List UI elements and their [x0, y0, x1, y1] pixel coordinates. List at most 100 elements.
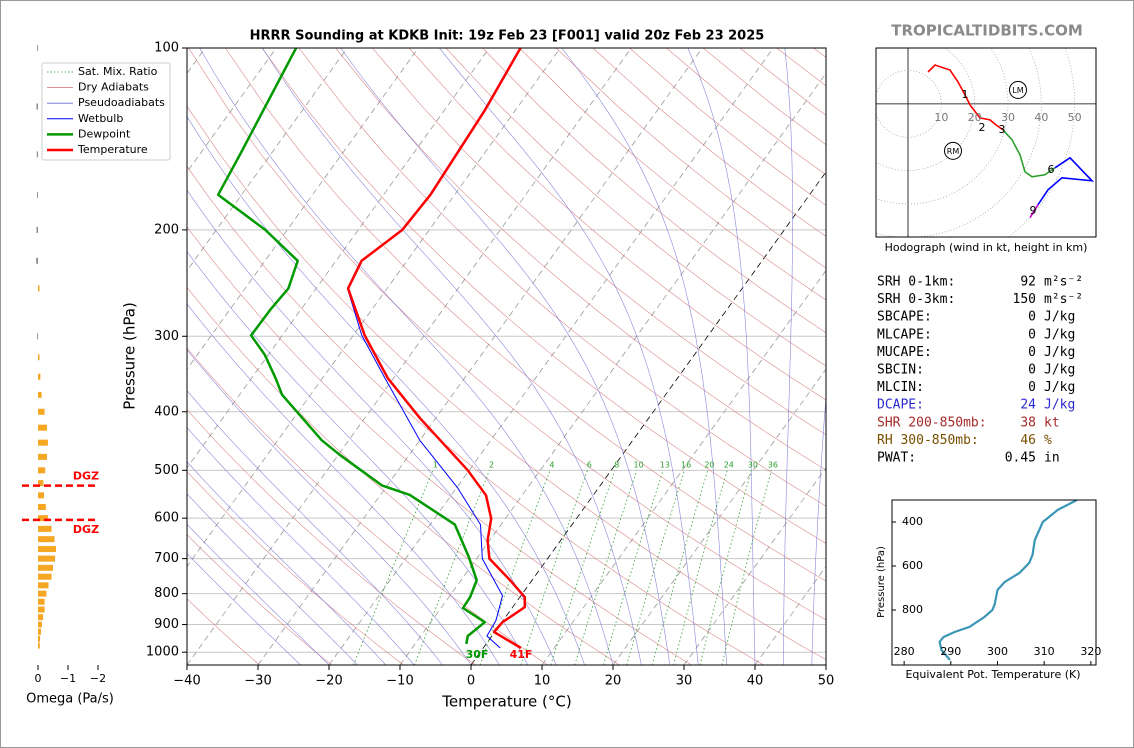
y-tick-label: 700 — [154, 551, 179, 566]
mixing-ratio-label: 10 — [633, 461, 643, 470]
pseudoadiabat — [783, 48, 793, 665]
legend-label: Dewpoint — [78, 127, 131, 140]
hodo-ring-label: 40 — [1034, 111, 1048, 124]
surface-label: 30F — [466, 648, 489, 661]
hodo-ring-label: 10 — [934, 111, 948, 124]
height-label: 6 — [1048, 163, 1055, 176]
stat-label: MUCAPE: — [877, 345, 932, 360]
height-label: 9 — [1030, 204, 1037, 217]
omega-bar — [38, 606, 45, 613]
stat-label: DCAPE: — [877, 398, 924, 413]
dry-adiabat — [372, 48, 826, 436]
isotherm — [399, 72, 826, 665]
profile-line — [216, 48, 487, 645]
hodograph-title: Hodograph (wind in kt, height in km) — [885, 241, 1088, 254]
theta-x-tick-label: 300 — [987, 645, 1008, 658]
omega-bar — [38, 515, 48, 522]
omega-bar — [38, 373, 41, 380]
height-label: 2 — [979, 121, 986, 134]
hodo-trace — [927, 64, 1004, 131]
mixing-ratio-label: 16 — [681, 461, 691, 470]
mixing-ratio-label: 1 — [433, 461, 438, 470]
mixing-ratio-line — [651, 470, 709, 665]
isotherm — [187, 48, 561, 568]
theta-frame — [891, 499, 1097, 666]
hodo-ring-label: 20 — [968, 111, 982, 124]
legend-label: Pseudoadiabats — [78, 96, 165, 109]
x-axis-label: Temperature (°C) — [441, 693, 571, 711]
dry-adiabat — [187, 534, 332, 665]
omega-tick-label: −2 — [90, 672, 106, 685]
omega-tick-label: −1 — [60, 672, 76, 685]
omega-bar — [38, 525, 52, 532]
stat-value: 0 — [1028, 380, 1036, 395]
stat-unit: J/kg — [1044, 380, 1075, 395]
omega-bar — [38, 546, 56, 553]
omega-bar — [38, 467, 46, 474]
x-tick-label: −40 — [173, 674, 200, 689]
omega-bar — [38, 424, 47, 431]
omega-bar — [38, 391, 42, 398]
hodo-ring — [876, 48, 1009, 205]
hodo-ring-label: 50 — [1068, 111, 1082, 124]
storm-motion — [1009, 80, 1027, 99]
dry-adiabat — [187, 409, 476, 665]
watermark: TROPICALTIDBITS.COM — [891, 22, 1083, 40]
omega-bar — [36, 151, 38, 158]
omega-bar — [38, 536, 55, 543]
stat-label: SRH 0-1km: — [877, 275, 955, 290]
omega-bar — [38, 614, 44, 621]
legend-label: Wetbulb — [78, 112, 123, 125]
x-tick-label: 10 — [534, 674, 551, 689]
dry-adiabat — [187, 226, 692, 665]
mixing-ratio-label: 2 — [489, 461, 494, 470]
pseudoadiabat — [187, 189, 557, 665]
dry-adiabat — [187, 286, 620, 665]
hodo-trace — [1002, 129, 1056, 178]
omega-bar — [37, 191, 38, 198]
isotherm — [328, 48, 774, 665]
pseudoadiabat — [199, 48, 614, 665]
hodo-ring — [876, 48, 1042, 237]
mixing-ratio-label: 4 — [549, 461, 554, 470]
omega-bar — [36, 103, 38, 110]
isotherm — [187, 48, 348, 272]
omega-bar — [38, 439, 48, 446]
omega-bar — [37, 45, 38, 51]
stat-label: RH 300-850mb: — [877, 433, 979, 448]
omega-bar — [36, 226, 38, 233]
pseudoadiabat — [187, 303, 500, 665]
mixing-ratio-label: 30 — [748, 461, 758, 470]
stat-unit: J/kg — [1044, 327, 1075, 342]
legend: Sat. Mix. Ratio Dry Adiabats Pseudoadiabat… — [41, 62, 171, 161]
omega-bar — [38, 354, 40, 361]
dry-adiabat — [335, 48, 826, 471]
omega-bar — [38, 582, 49, 589]
dgz-label: DGZ — [73, 523, 99, 536]
dry-adiabat — [482, 48, 826, 334]
omega-bar — [38, 621, 42, 628]
dry-adiabat — [298, 48, 826, 507]
mixing-ratio-label: 24 — [724, 461, 734, 470]
stat-unit: J/kg — [1044, 398, 1075, 413]
hodo-trace — [1029, 204, 1039, 219]
storm-motion — [944, 141, 962, 160]
height-label: 3 — [999, 123, 1006, 136]
mixing-ratio-line — [603, 470, 664, 665]
theta-x-tick-label: 280 — [894, 645, 915, 658]
y-axis-label: Pressure (hPa) — [121, 302, 139, 410]
isotherm — [187, 48, 419, 370]
dry-adiabat — [519, 48, 826, 301]
mixing-ratio-line — [550, 470, 616, 665]
chart-title: HRRR Sounding at KDKB Init: 19z Feb 23 [… — [250, 29, 765, 44]
mixing-ratio-line — [699, 470, 752, 665]
isotherm — [187, 48, 632, 665]
x-tick-label: 40 — [747, 674, 764, 689]
height-label: 1 — [962, 88, 969, 101]
x-tick-label: −30 — [244, 674, 271, 689]
stat-label: MLCIN: — [877, 380, 924, 395]
hodograph-area — [876, 48, 1096, 237]
dry-adiabat — [187, 471, 404, 665]
dry-adiabat — [188, 48, 826, 621]
